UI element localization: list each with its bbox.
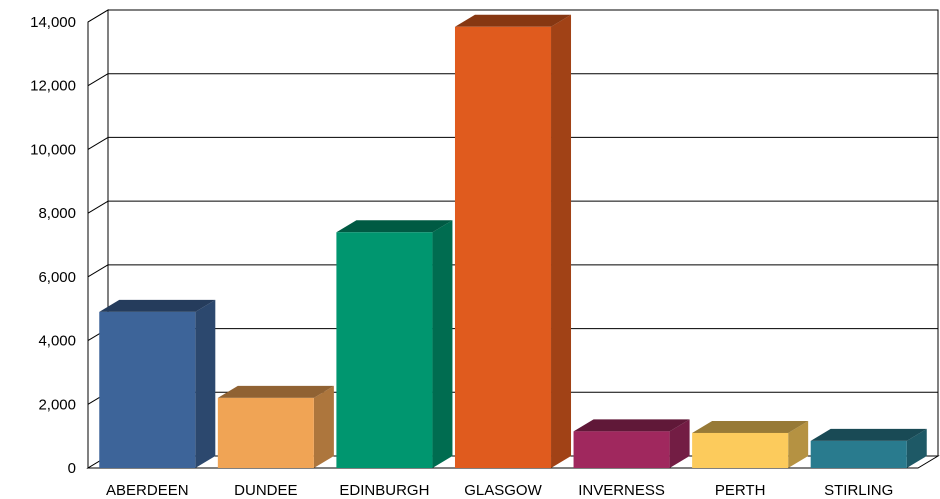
bar-side — [195, 299, 216, 468]
bar-front — [99, 311, 196, 468]
bar-front — [573, 431, 670, 468]
bar-front — [692, 432, 789, 468]
bar-top — [99, 299, 216, 312]
bar-front — [810, 440, 907, 468]
x-axis-tick-labels: ABERDEEN DUNDEE EDINBURGH GLASGOW INVERNESS P… — [106, 482, 893, 499]
y-tick-label: 12,000 — [30, 78, 76, 95]
x-tick-label: EDINBURGH — [339, 482, 429, 499]
y-axis-tick-labels: 0 2,000 4,000 6,000 8,000 10,000 12,000 14,000 — [30, 14, 76, 477]
y-tick-label: 2,000 — [38, 396, 76, 413]
bar-top — [692, 420, 809, 433]
y-tick-label: 0 — [68, 460, 76, 477]
y-tick-label: 8,000 — [38, 205, 76, 222]
y-tick-label: 14,000 — [30, 14, 76, 31]
bar-side — [313, 385, 334, 468]
y-tick-label: 6,000 — [38, 269, 76, 286]
x-tick-label: INVERNESS — [578, 482, 665, 499]
bar-side — [906, 428, 927, 468]
gridline-side — [87, 9, 109, 23]
x-tick-label: STIRLING — [824, 482, 893, 499]
x-tick-label: DUNDEE — [234, 482, 297, 499]
bar-glasgow — [454, 14, 572, 469]
bar-top — [573, 419, 690, 432]
bar-edinburgh — [336, 220, 453, 468]
bar-perth — [692, 420, 809, 468]
bar-front — [336, 232, 433, 468]
bar-front — [217, 397, 314, 468]
bar-top — [810, 428, 927, 441]
bar-top — [336, 220, 453, 233]
y-tick-label: 10,000 — [30, 141, 76, 158]
bar-front — [454, 26, 552, 469]
bar-aberdeen — [99, 299, 216, 468]
gridline-side — [87, 136, 109, 150]
bar-top — [217, 385, 334, 398]
bar-stirling — [810, 428, 927, 468]
bar-side — [788, 420, 809, 468]
bar-top — [454, 14, 572, 27]
bar-inverness — [573, 419, 690, 468]
gridline-side — [87, 200, 109, 214]
gridline-side — [87, 73, 109, 87]
bar-side — [432, 220, 453, 468]
bar-side — [669, 419, 690, 468]
y-tick-label: 4,000 — [38, 333, 76, 350]
x-tick-label: ABERDEEN — [106, 482, 189, 499]
x-tick-label: PERTH — [715, 482, 766, 499]
bar-side — [551, 14, 572, 469]
bars — [99, 14, 927, 469]
bar-dundee — [217, 385, 334, 468]
x-tick-label: GLASGOW — [464, 482, 542, 499]
gridline-side — [87, 264, 109, 278]
